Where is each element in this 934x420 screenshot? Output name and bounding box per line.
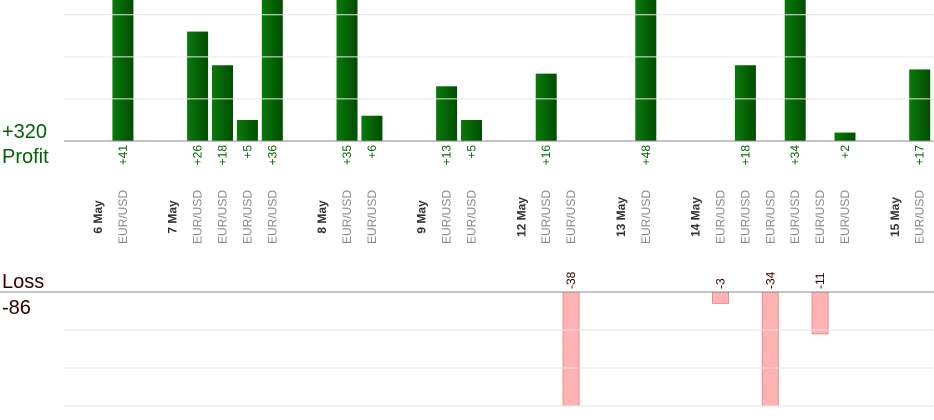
date-label: 14 May xyxy=(689,197,703,237)
value-label: -3 xyxy=(714,278,728,289)
symbol-label: EUR/USD xyxy=(539,190,553,244)
symbol-label: EUR/USD xyxy=(788,190,802,244)
value-label: +35 xyxy=(340,145,354,166)
profit-bar xyxy=(909,69,931,141)
symbol-label: EUR/USD xyxy=(440,190,454,244)
symbol-label: EUR/USD xyxy=(763,190,777,244)
profit-bar xyxy=(187,31,209,141)
profit-bar xyxy=(212,65,233,141)
value-label: +18 xyxy=(216,145,230,166)
profit-bar xyxy=(236,119,258,141)
profit-bar xyxy=(361,115,383,141)
symbol-label: EUR/USD xyxy=(240,190,254,244)
profit-label: Profit xyxy=(2,146,49,168)
value-label: +5 xyxy=(465,145,479,159)
value-label: +18 xyxy=(738,145,752,166)
profit-bar xyxy=(784,0,806,141)
symbol-label: EUR/USD xyxy=(714,190,728,244)
date-label: 8 May xyxy=(315,200,329,234)
loss-label: Loss xyxy=(2,271,44,293)
date-label: 6 May xyxy=(91,200,105,234)
symbol-label: EUR/USD xyxy=(116,190,130,244)
profit-bar xyxy=(635,0,657,141)
profit-bar xyxy=(535,73,557,141)
symbol-label: EUR/USD xyxy=(838,190,852,244)
value-label: +13 xyxy=(440,145,454,166)
profit-bar xyxy=(834,132,856,141)
profit-bar xyxy=(336,0,358,141)
loss-bar xyxy=(811,292,829,335)
value-label: +26 xyxy=(191,145,205,166)
symbol-label: EUR/USD xyxy=(913,190,927,244)
profit-total: +320 xyxy=(2,121,47,143)
date-label: 15 May xyxy=(888,197,902,237)
value-label: -34 xyxy=(763,271,777,289)
symbol-label: EUR/USD xyxy=(738,190,752,244)
loss-total: -86 xyxy=(2,297,31,319)
symbol-label: EUR/USD xyxy=(813,190,827,244)
value-label: -11 xyxy=(813,272,827,289)
value-label: +36 xyxy=(265,145,279,166)
value-label: +6 xyxy=(365,145,379,159)
value-label: -38 xyxy=(564,271,578,289)
value-label: +48 xyxy=(639,145,653,166)
value-label: +17 xyxy=(913,145,927,166)
symbol-label: EUR/USD xyxy=(465,190,479,244)
date-label: 9 May xyxy=(415,200,429,234)
value-label: +5 xyxy=(240,145,254,159)
profit-bar xyxy=(261,0,283,141)
symbol-label: EUR/USD xyxy=(191,190,205,244)
symbol-label: EUR/USD xyxy=(340,190,354,244)
symbol-label: EUR/USD xyxy=(365,190,379,244)
profit-bar xyxy=(461,119,482,141)
profit-bar xyxy=(436,86,458,141)
value-label: +16 xyxy=(539,145,553,166)
loss-bar xyxy=(562,292,580,406)
loss-bar xyxy=(761,292,779,406)
date-label: 12 May xyxy=(514,197,528,237)
symbol-label: EUR/USD xyxy=(216,190,230,244)
symbol-label: EUR/USD xyxy=(265,190,279,244)
symbol-label: EUR/USD xyxy=(639,190,653,244)
profit-bar xyxy=(734,65,756,141)
symbol-label: EUR/USD xyxy=(564,190,578,244)
value-label: +41 xyxy=(116,145,130,166)
date-label: 7 May xyxy=(166,200,180,234)
value-label: +34 xyxy=(788,145,802,166)
value-label: +2 xyxy=(838,145,852,159)
loss-bar xyxy=(712,292,729,304)
profit-bar xyxy=(112,0,134,141)
date-label: 13 May xyxy=(614,197,628,237)
